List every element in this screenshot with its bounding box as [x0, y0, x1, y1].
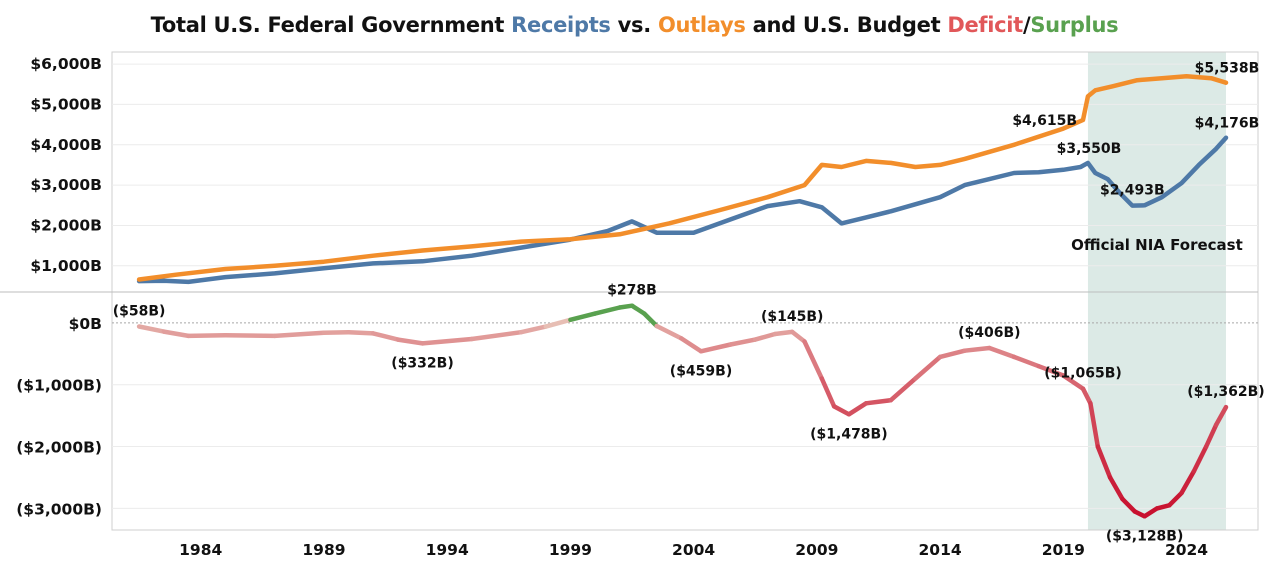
deficit-surplus-segment: [1107, 475, 1125, 502]
plot-frame: [111, 51, 1259, 531]
deficit-surplus-segment: [1080, 386, 1093, 406]
deficit-surplus-segment: [1061, 373, 1086, 391]
title-part-2: vs.: [610, 13, 658, 37]
deficit-surplus-segment: [629, 303, 647, 316]
deficit-surplus-segment: [1095, 444, 1113, 480]
title-deficit: Deficit: [947, 13, 1023, 37]
deficit-surplus-segment: [698, 342, 733, 354]
title-surplus: Surplus: [1030, 13, 1119, 37]
top-data-label: $3,550B: [1057, 141, 1122, 157]
x-tick-label: 1999: [549, 541, 592, 559]
deficit-surplus-segment: [1011, 354, 1041, 369]
deficit-surplus-segment: [223, 333, 277, 339]
x-tick-label: 2009: [795, 541, 838, 559]
deficit-surplus-segment: [1142, 506, 1160, 519]
x-tick-label: 1984: [179, 541, 222, 559]
bottom-data-label: ($459B): [670, 363, 732, 379]
deficit-surplus-segment: [802, 339, 825, 381]
deficit-surplus-segment: [1088, 401, 1101, 449]
deficit-surplus-segment: [321, 329, 351, 336]
top-ytick-label: $5,000B: [30, 95, 102, 113]
deficit-surplus-segment: [831, 404, 852, 417]
deficit-surplus-segment: [654, 323, 684, 341]
deficit-surplus-segment: [642, 311, 659, 329]
bottom-ytick-label: ($1,000B): [16, 377, 102, 395]
title-part-1: Total U.S. Federal Government: [150, 13, 512, 37]
top-data-label: $2,493B: [1100, 183, 1165, 199]
deficit-surplus-segment: [1036, 363, 1066, 378]
bottom-ytick-label: ($3,000B): [16, 500, 102, 518]
top-data-label: $4,176B: [1195, 116, 1260, 132]
top-ytick-label: $4,000B: [30, 136, 102, 154]
deficit-surplus-segment: [161, 329, 191, 339]
deficit-surplus-segment: [1167, 490, 1184, 508]
chart-title: Total U.S. Federal Government Receipts v…: [0, 13, 1269, 37]
x-tick-label: 2004: [672, 541, 715, 559]
x-tick-label: 2024: [1165, 541, 1208, 559]
deficit-surplus-segment: [863, 397, 894, 406]
bottom-data-label: ($3,128B): [1106, 528, 1184, 544]
deficit-surplus-segment: [752, 331, 778, 342]
deficit-surplus-segment: [272, 330, 327, 339]
deficit-surplus-segment: [728, 337, 758, 347]
deficit-surplus-segment: [1203, 422, 1219, 449]
top-data-label: $5,538B: [1195, 61, 1260, 77]
deficit-surplus-segment: [913, 354, 943, 381]
deficit-surplus-segment: [346, 329, 376, 336]
bottom-data-label: ($58B): [113, 303, 166, 319]
deficit-surplus-segment: [679, 336, 704, 354]
bottom-data-label: ($145B): [761, 309, 823, 325]
series-line-receipts: [136, 135, 1229, 285]
x-tick-label: 1994: [426, 541, 469, 559]
deficit-surplus-segment: [1120, 496, 1138, 514]
forecast-label: Official NIA Forecast: [1071, 236, 1243, 254]
title-receipts: Receipts: [511, 13, 611, 37]
title-outlays: Outlays: [657, 13, 746, 37]
deficit-surplus-segment: [420, 336, 475, 346]
deficit-surplus-segment: [819, 376, 837, 409]
x-tick-label: 2019: [1042, 541, 1085, 559]
bottom-data-label: ($1,478B): [810, 426, 888, 442]
deficit-surplus-segment: [772, 329, 795, 337]
deficit-surplus-segment: [186, 333, 228, 339]
deficit-surplus-segment: [469, 329, 524, 342]
bottom-data-label: ($332B): [391, 355, 453, 371]
deficit-surplus-segment: [846, 401, 869, 417]
top-ytick-label: $2,000B: [30, 216, 102, 234]
deficit-surplus-segment: [370, 331, 401, 342]
bottom-data-label: ($1,065B): [1044, 366, 1122, 382]
bottom-data-label: ($406B): [958, 325, 1020, 341]
deficit-surplus-segment: [1179, 469, 1197, 496]
deficit-surplus-segment: [1213, 404, 1229, 428]
deficit-surplus-segment: [789, 329, 807, 344]
top-ytick-label: $6,000B: [30, 55, 102, 73]
deficit-surplus-segment: [1191, 444, 1209, 474]
deficit-surplus-segment: [987, 345, 1017, 360]
bottom-ytick-label: $0B: [69, 315, 102, 333]
deficit-surplus-segment: [136, 324, 167, 334]
series-line-outlays: [136, 73, 1229, 282]
bottom-data-label: ($1,362B): [1187, 384, 1265, 400]
title-part-3: and U.S. Budget: [745, 13, 948, 37]
deficit-surplus-segment: [962, 345, 992, 353]
top-ytick-label: $1,000B: [30, 257, 102, 275]
top-ytick-label: $3,000B: [30, 176, 102, 194]
title-slash: /: [1022, 13, 1031, 37]
deficit-surplus-segment: [543, 317, 573, 329]
bottom-ytick-label: ($2,000B): [16, 439, 102, 457]
deficit-surplus-segment: [518, 324, 549, 335]
deficit-surplus-segment: [395, 337, 425, 346]
x-tick-label: 1989: [302, 541, 345, 559]
top-data-label: $4,615B: [1012, 113, 1077, 129]
deficit-surplus-segment: [888, 376, 918, 403]
bottom-data-label: $278B: [607, 283, 657, 299]
deficit-surplus-segment: [937, 348, 967, 360]
deficit-surplus-segment: [568, 311, 598, 323]
x-tick-label: 2014: [919, 541, 962, 559]
deficit-surplus-segment: [592, 305, 622, 316]
